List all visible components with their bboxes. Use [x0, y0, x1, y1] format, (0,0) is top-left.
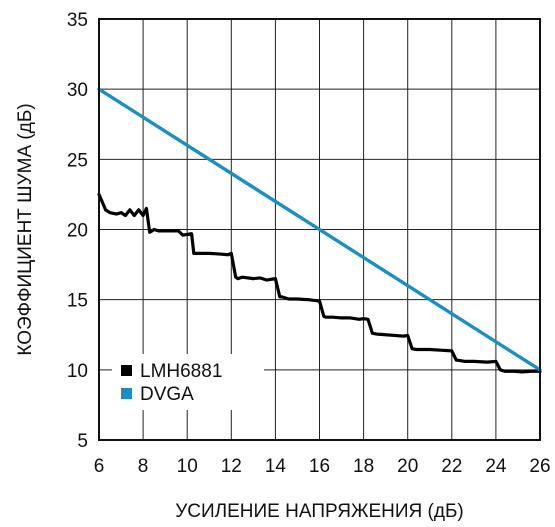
- y-tick-label: 5: [77, 431, 88, 452]
- legend-label-lmh6881: LMH6881: [140, 361, 222, 382]
- plot-area: [97, 87, 542, 374]
- y-tick-label: 20: [67, 221, 88, 242]
- x-tick-label: 16: [309, 456, 330, 477]
- x-tick-label: 26: [529, 456, 550, 477]
- x-tick-label: 8: [138, 456, 149, 477]
- x-tick-label: 12: [221, 456, 242, 477]
- x-tick-label: 14: [265, 456, 287, 477]
- x-tick-labels: 6 8 10 12 14 16 18 20 22 24 26: [94, 456, 551, 477]
- legend: LMH6881 DVGA: [112, 354, 264, 410]
- series-line-dvga: [97, 87, 542, 372]
- legend-swatch-lmh6881: [121, 365, 132, 376]
- plot-frame: [98, 18, 541, 441]
- legend-label-dvga: DVGA: [140, 384, 194, 405]
- series-line-lmh6881: [97, 192, 542, 374]
- x-tick-label: 24: [485, 456, 507, 477]
- y-axis-title: КОЭФФИЦИЕНТ ШУМА (дБ): [15, 103, 36, 355]
- x-tick-label: 22: [441, 456, 462, 477]
- y-tick-label: 25: [67, 150, 88, 171]
- y-tick-label: 15: [67, 291, 88, 312]
- y-tick-label: 10: [67, 361, 88, 382]
- x-tick-label: 6: [94, 456, 105, 477]
- y-tick-label: 30: [67, 80, 88, 101]
- x-tick-label: 20: [397, 456, 418, 477]
- legend-swatch-dvga: [121, 388, 132, 399]
- x-tick-label: 10: [177, 456, 198, 477]
- legend-background: [112, 354, 264, 410]
- x-tick-label: 18: [353, 456, 374, 477]
- x-axis-title: УСИЛЕНИЕ НАПРЯЖЕНИЯ (дБ): [175, 501, 464, 522]
- y-tick-labels: 5 10 15 20 25 30 35: [67, 10, 88, 452]
- y-tick-label: 35: [67, 10, 88, 31]
